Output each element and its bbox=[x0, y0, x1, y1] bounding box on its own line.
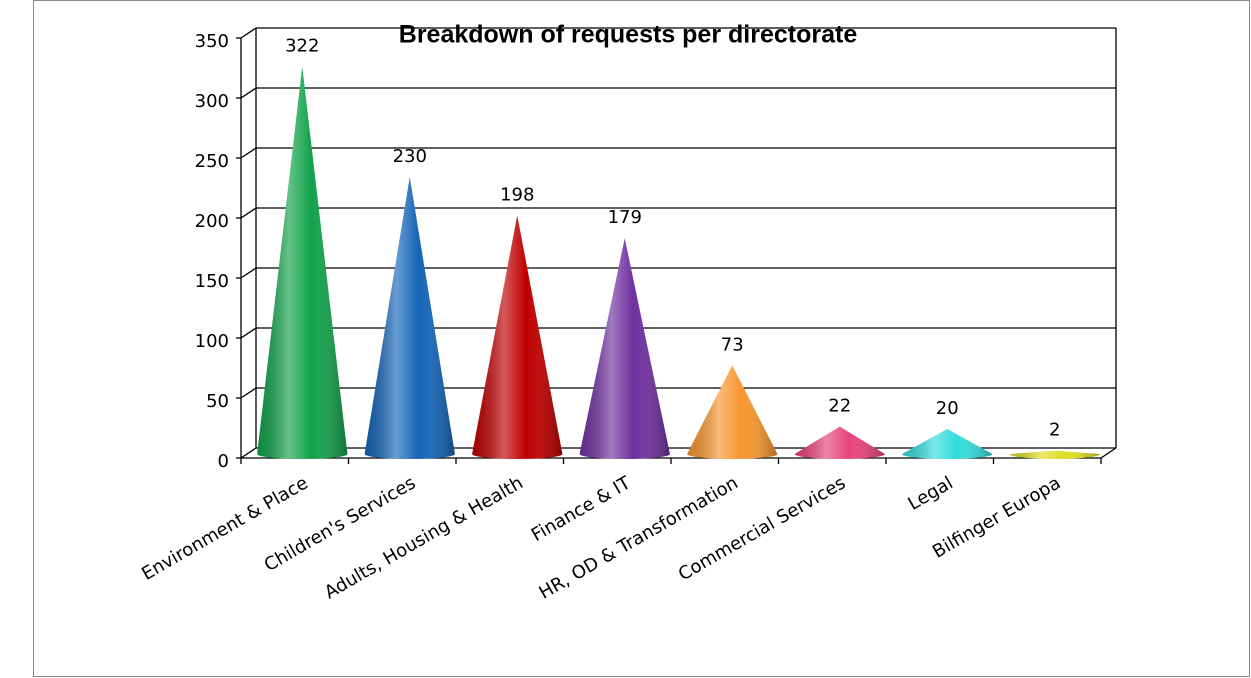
grid-line-side bbox=[240, 387, 257, 399]
value-label: 20 bbox=[936, 398, 959, 419]
value-label: 230 bbox=[393, 146, 427, 167]
y-tick-label: 350 bbox=[195, 31, 229, 52]
chart-title: Breakdown of requests per directorate bbox=[399, 21, 858, 49]
y-tick-label: 250 bbox=[195, 151, 229, 172]
x-tick-label: Environment & Place bbox=[138, 472, 312, 584]
value-label: 2 bbox=[1049, 420, 1060, 441]
grid-line-side bbox=[240, 447, 257, 459]
x-tick-label: Finance & IT bbox=[528, 472, 635, 546]
cone-shade bbox=[1009, 450, 1100, 459]
x-tick-label: Legal bbox=[904, 472, 956, 514]
floor-right bbox=[1100, 447, 1117, 459]
value-label: 179 bbox=[608, 207, 642, 228]
grid-line-side bbox=[240, 87, 257, 99]
y-tick-label: 300 bbox=[195, 91, 229, 112]
y-tick-label: 200 bbox=[195, 211, 229, 232]
y-tick-label: 100 bbox=[195, 331, 229, 352]
y-tick-label: 0 bbox=[218, 451, 229, 472]
grid-line-side bbox=[240, 27, 257, 39]
cone-shade bbox=[364, 177, 455, 459]
grid-line-side bbox=[240, 267, 257, 279]
value-label: 73 bbox=[721, 334, 744, 355]
grid-line-side bbox=[240, 147, 257, 159]
cone-shade bbox=[472, 215, 563, 460]
value-label: 22 bbox=[828, 396, 851, 417]
value-label: 322 bbox=[285, 36, 319, 57]
grid-line-side bbox=[240, 207, 257, 219]
y-tick-label: 50 bbox=[206, 391, 229, 412]
cone-shade bbox=[794, 426, 885, 459]
frame bbox=[33, 0, 1250, 677]
grid-line-side bbox=[240, 327, 257, 339]
cone-shade bbox=[579, 238, 670, 459]
y-tick-label: 150 bbox=[195, 271, 229, 292]
cone-shade bbox=[257, 66, 348, 459]
x-tick-label: HR, OD & Transformation bbox=[535, 472, 741, 603]
cone-shade bbox=[902, 429, 993, 459]
cone-shade bbox=[687, 365, 778, 459]
x-tick-label: Adults, Housing & Health bbox=[321, 472, 527, 603]
value-label: 198 bbox=[500, 184, 534, 205]
